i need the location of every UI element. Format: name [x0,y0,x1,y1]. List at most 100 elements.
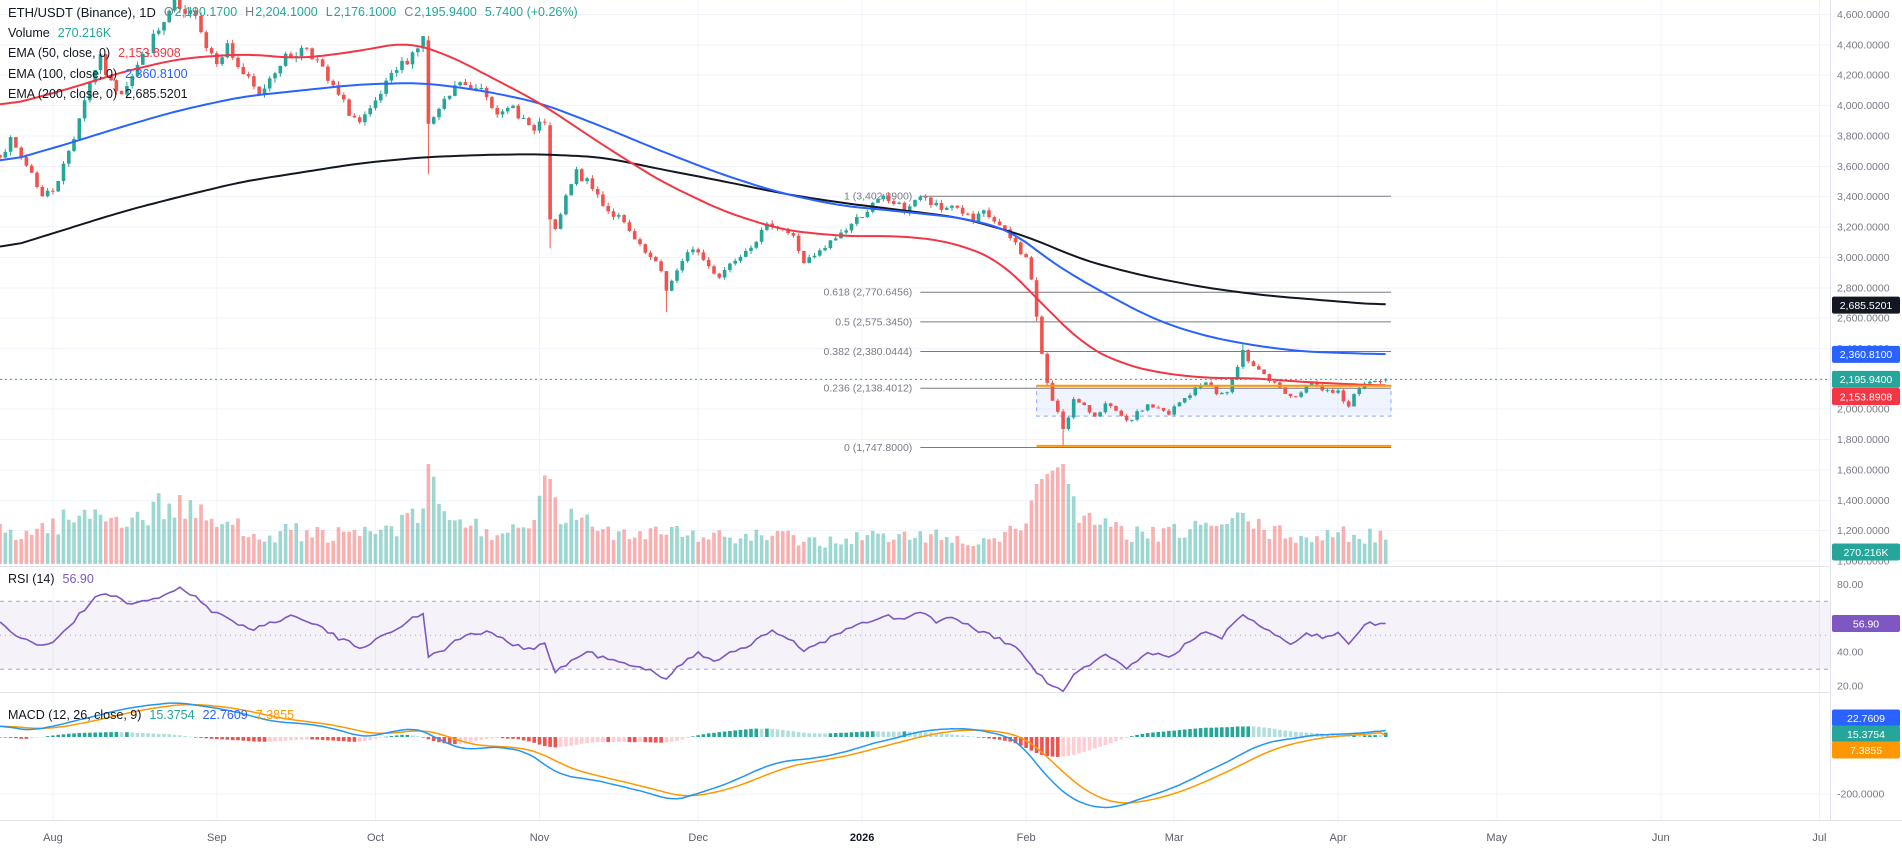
svg-text:-200.0000: -200.0000 [1837,789,1884,801]
zone-support-lines[interactable] [1036,384,1391,447]
svg-text:270.216K: 270.216K [1844,547,1889,559]
fib-retracement[interactable]: 1 (3,402.8900) 0.618 (2,770.6456) 0.5 (2,5… [824,191,1391,454]
svg-text:1,800.0000: 1,800.0000 [1837,434,1890,446]
ema100-legend-row[interactable]: EMA (100, close, 0) 2,360.8100 [8,64,578,85]
svg-text:1,600.0000: 1,600.0000 [1837,464,1890,476]
svg-text:4,400.0000: 4,400.0000 [1837,39,1890,51]
main-chart-legend: ETH/USDT (Binance), 1D O 2,190.1700 H 2,20… [8,2,578,105]
macd-label: MACD (12, 26, close, 9) [8,708,142,723]
volume-label: Volume [8,25,50,40]
svg-text:Dec: Dec [688,832,708,844]
ohlc-close: C 2,195.9400 [404,5,477,20]
macd-legend-row[interactable]: MACD (12, 26, close, 9) 15.3754 22.7609 … [8,705,294,726]
macd-hist-value: 15.3754 [149,708,195,723]
candlestick-series [0,0,1388,448]
svg-text:56.90: 56.90 [1853,618,1879,630]
svg-text:2,800.0000: 2,800.0000 [1837,282,1890,294]
macd-line-value: 22.7609 [202,708,248,723]
price-badge-ema100: 2,360.8100 [1832,345,1900,363]
svg-text:2,685.5201: 2,685.5201 [1840,300,1893,312]
svg-text:20.00: 20.00 [1837,681,1863,693]
svg-text:22.7609: 22.7609 [1847,713,1885,725]
symbol-title: ETH/USDT (Binance), 1D [8,4,156,20]
svg-text:Jun: Jun [1652,832,1670,844]
price-badge-volume: 270.216K [1832,543,1900,561]
svg-text:1 (3,402.8900): 1 (3,402.8900) [844,191,912,203]
svg-text:80.00: 80.00 [1837,579,1863,591]
svg-text:4,200.0000: 4,200.0000 [1837,70,1890,82]
svg-text:3,000.0000: 3,000.0000 [1837,252,1890,264]
svg-text:2,600.0000: 2,600.0000 [1837,313,1890,325]
svg-text:2,195.9400: 2,195.9400 [1840,374,1893,386]
svg-text:7.3855: 7.3855 [1850,745,1882,757]
volume-legend-row[interactable]: Volume 270.216K [8,23,578,44]
macd-legend: MACD (12, 26, close, 9) 15.3754 22.7609 … [8,705,294,726]
price-badge-macd: 22.7609 [1832,709,1900,727]
svg-text:Mar: Mar [1165,832,1184,844]
svg-text:Aug: Aug [43,832,63,844]
rsi-legend: RSI (14) 56.90 [8,569,94,590]
volume-series [0,464,1388,564]
rsi-line[interactable] [0,586,1386,693]
ema-100-line[interactable] [0,82,1386,356]
ohlc-open: O 2,190.1700 [163,5,238,20]
svg-text:15.3754: 15.3754 [1847,729,1885,741]
svg-text:0.382 (2,380.0444): 0.382 (2,380.0444) [824,346,913,358]
svg-text:Oct: Oct [367,832,384,844]
svg-text:0.5 (2,575.3450): 0.5 (2,575.3450) [835,316,912,328]
svg-text:3,800.0000: 3,800.0000 [1837,130,1890,142]
svg-text:May: May [1486,832,1507,844]
svg-text:3,200.0000: 3,200.0000 [1837,222,1890,234]
price-badge-ema200: 2,685.5201 [1832,296,1900,314]
ohlc-low: L 2,176.1000 [325,5,397,20]
svg-text:1,200.0000: 1,200.0000 [1837,525,1890,537]
svg-text:2,000.0000: 2,000.0000 [1837,404,1890,416]
svg-text:3,400.0000: 3,400.0000 [1837,191,1890,203]
svg-text:4,600.0000: 4,600.0000 [1837,9,1890,21]
rsi-label: RSI (14) [8,572,55,587]
volume-value: 270.216K [57,25,112,40]
ema50-label: EMA (50, close, 0) [8,46,111,61]
price-badge-rsi: 56.90 [1832,615,1900,632]
macd-line[interactable] [0,702,1386,809]
svg-text:Apr: Apr [1330,832,1347,844]
price-badge-last-price: 2,195.9400 [1832,370,1900,388]
price-axis-badges: 2,685.5201 2,360.8100 2,195.9400 2,153.8908… [1832,296,1900,759]
grid [0,0,1830,820]
svg-text:1,400.0000: 1,400.0000 [1837,495,1890,507]
rsi-value: 56.90 [62,572,94,587]
time-axis[interactable]: Aug Sep Oct Nov Dec 2026 Feb Mar Apr May Jun Jul [0,820,1902,851]
svg-text:40.00: 40.00 [1837,647,1863,659]
rsi-pane [0,586,1830,693]
svg-text:2,153.8908: 2,153.8908 [1840,391,1893,403]
svg-text:4,000.0000: 4,000.0000 [1837,100,1890,112]
svg-text:Feb: Feb [1017,832,1036,844]
svg-text:3,600.0000: 3,600.0000 [1837,161,1890,173]
ema100-label: EMA (100, close, 0) [8,66,118,81]
ema200-value: 2,685.5201 [125,87,188,102]
symbol-legend-row[interactable]: ETH/USDT (Binance), 1D O 2,190.1700 H 2,20… [8,2,578,23]
ema50-legend-row[interactable]: EMA (50, close, 0) 2,153.8908 [8,43,578,64]
ema-200-line[interactable] [0,153,1386,306]
macd-signal-value: 7.3855 [255,708,294,723]
macd-histogram [0,726,1388,757]
svg-text:0 (1,747.8000): 0 (1,747.8000) [844,442,912,454]
svg-text:Sep: Sep [207,832,227,844]
svg-text:Jul: Jul [1812,832,1826,844]
ohlc-high: H 2,204.1000 [245,5,318,20]
ema200-legend-row[interactable]: EMA (200, close, 0) 2,685.5201 [8,84,578,105]
price-badge-macd-signal: 7.3855 [1832,741,1900,759]
ema200-label: EMA (200, close, 0) [8,87,118,102]
ema100-value: 2,360.8100 [125,66,188,81]
price-badge-macd-hist: 15.3754 [1832,725,1900,743]
svg-text:2026: 2026 [850,832,874,844]
rsi-legend-row[interactable]: RSI (14) 56.90 [8,569,94,590]
price-badge-ema50: 2,153.8908 [1832,388,1900,405]
ema-50-line[interactable] [0,43,1386,387]
svg-text:Nov: Nov [530,832,550,844]
pane-dividers[interactable] [0,566,1902,693]
svg-text:0.618 (2,770.6456): 0.618 (2,770.6456) [824,287,913,299]
change-value: 5.7400 (+0.26%) [484,5,578,20]
